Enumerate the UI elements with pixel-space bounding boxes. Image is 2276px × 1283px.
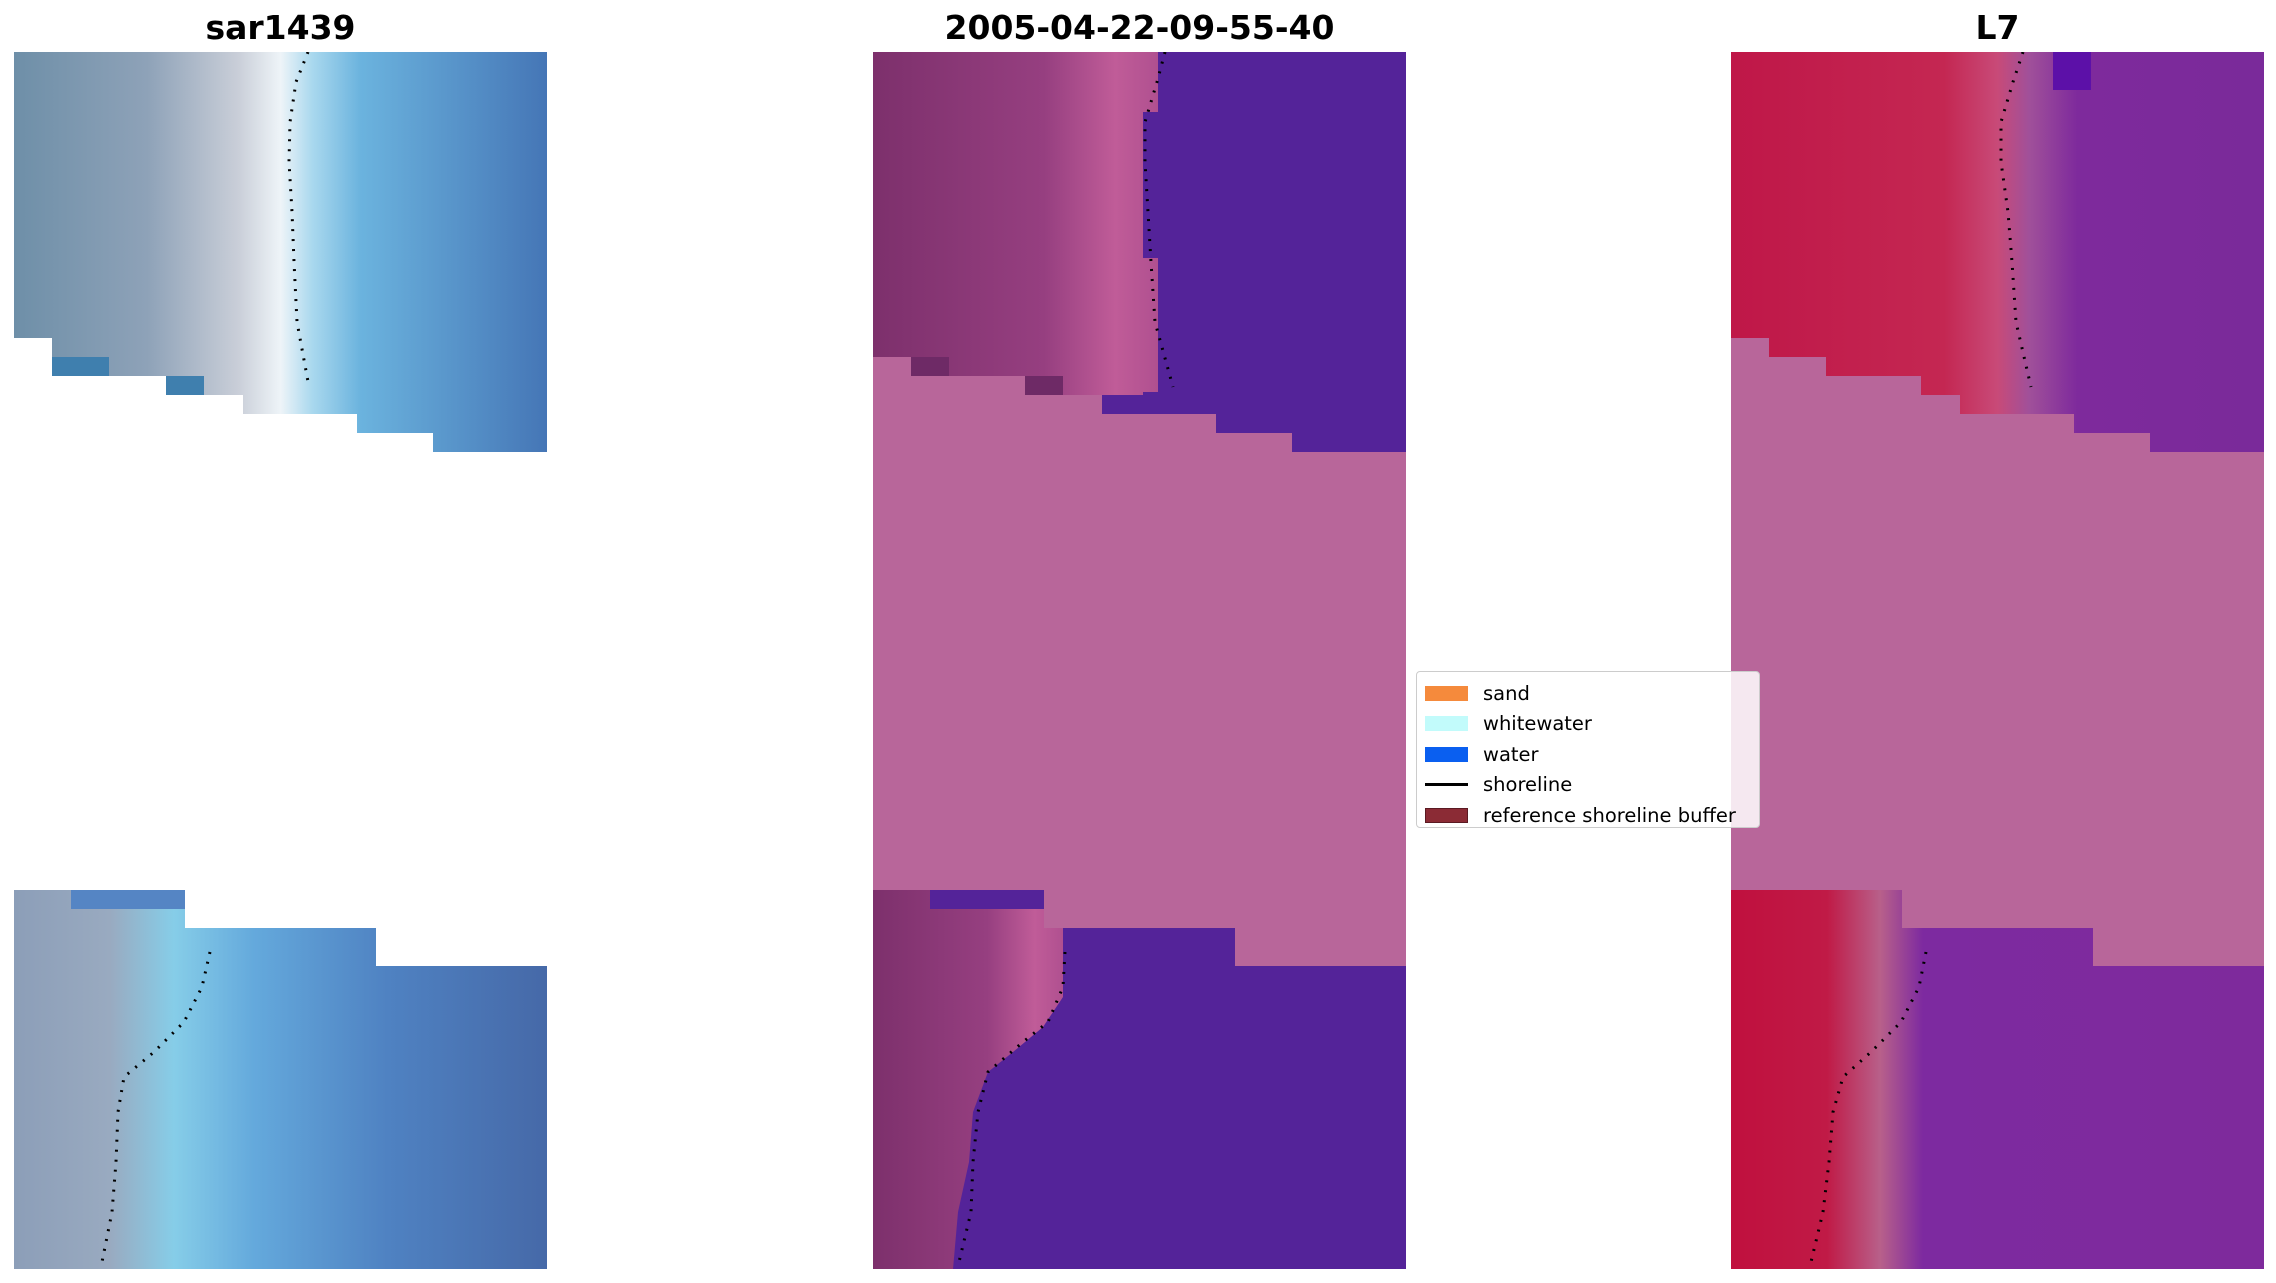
mndwi-image-top: [1731, 52, 2264, 452]
rgb-image-top: [14, 52, 547, 452]
legend-item-water: water: [1425, 739, 1759, 770]
classified-land-top: [873, 52, 1158, 395]
classified-image-panel: [873, 52, 1406, 1269]
sand-swatch: [1425, 685, 1468, 701]
legend: sand whitewater water shoreline referenc…: [1416, 671, 1760, 828]
panel-title-classified: 2005-04-22-09-55-40: [944, 8, 1335, 47]
panel-title-mndwi: L7: [1975, 8, 2020, 47]
legend-item-sand: sand: [1425, 678, 1759, 709]
legend-item-whitewater: whitewater: [1425, 709, 1759, 740]
panel-title-rgb: sar1439: [205, 8, 356, 47]
legend-item-shoreline: shoreline: [1425, 770, 1759, 801]
mndwi-image-bottom: [1731, 890, 2264, 1269]
buffer-swatch: [1425, 807, 1468, 823]
shoreline: [957, 951, 1067, 1263]
mndwi-image-panel: [1731, 52, 2264, 1269]
legend-label: sand: [1483, 681, 1530, 705]
shoreline-line-swatch: [1425, 783, 1468, 787]
legend-label: whitewater: [1483, 712, 1592, 736]
legend-label: water: [1483, 742, 1539, 766]
rgb-image-panel: [14, 52, 547, 1269]
rgb-image-bottom: [14, 890, 547, 1269]
whitewater-swatch: [1425, 716, 1468, 732]
classified-land-bottom: [873, 890, 1063, 1269]
legend-label: reference shoreline buffer: [1483, 803, 1736, 827]
water-swatch: [1425, 746, 1468, 762]
legend-item-reference-buffer: reference shoreline buffer: [1425, 800, 1759, 831]
reference-shoreline-buffer: [873, 357, 1406, 966]
legend-label: shoreline: [1483, 773, 1573, 797]
